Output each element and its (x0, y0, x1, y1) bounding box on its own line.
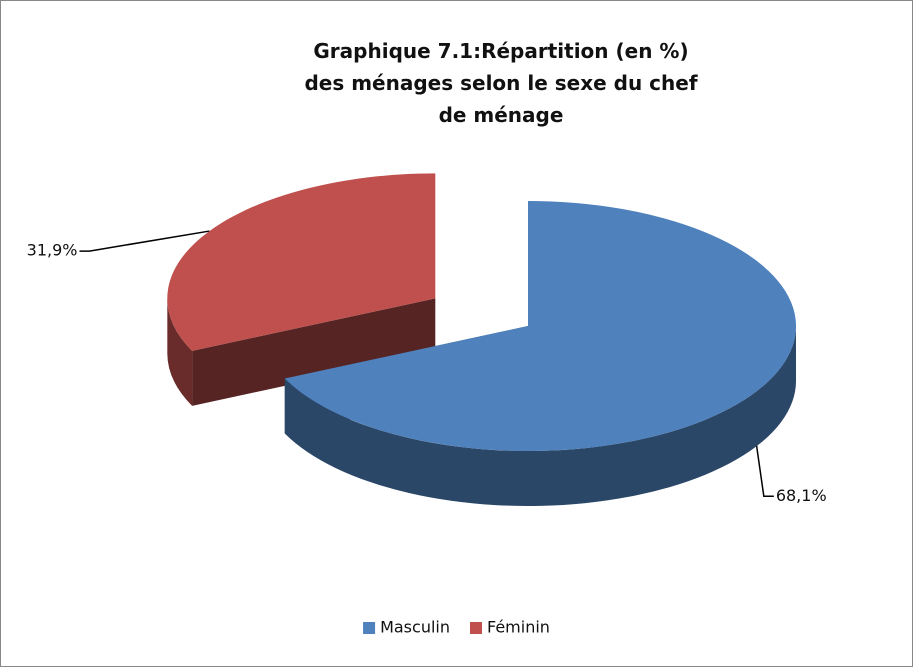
legend-swatch (363, 622, 376, 634)
slice-side (167, 298, 193, 406)
legend-label: Féminin (487, 618, 550, 637)
leader-line (753, 426, 774, 498)
legend: Masculin Féminin (363, 618, 550, 637)
slice (284, 201, 796, 451)
leader-line (79, 230, 210, 252)
legend-label: Masculin (380, 618, 450, 637)
legend-swatch (469, 622, 482, 634)
data-label: 68,1% (776, 486, 827, 505)
slice (167, 173, 436, 351)
slice-side (284, 326, 796, 506)
slice-wall (192, 298, 436, 406)
chart-title: Graphique 7.1:Répartition (en %) des mén… (304, 39, 698, 127)
data-label: 31,9% (27, 241, 78, 260)
